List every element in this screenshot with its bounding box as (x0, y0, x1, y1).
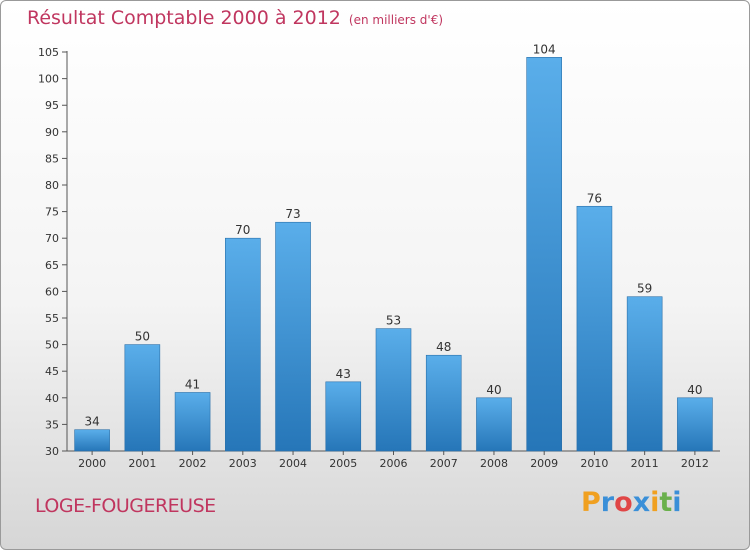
logo-letter: o (614, 487, 633, 518)
y-tick-label: 40 (45, 392, 59, 405)
bar (225, 237, 261, 452)
logo-letter: r (600, 487, 615, 518)
y-tick-label: 65 (45, 259, 59, 272)
data-label: 76 (587, 191, 602, 205)
y-tick-label: 45 (45, 365, 59, 378)
bar (476, 397, 512, 452)
logo-letter: x (632, 487, 651, 518)
data-label: 70 (235, 223, 250, 237)
y-tick-label: 35 (45, 418, 59, 431)
logo-letter: i (650, 487, 660, 518)
bar (677, 397, 713, 452)
x-tick-label: 2005 (329, 457, 357, 470)
y-tick-label: 95 (45, 99, 59, 112)
bar (576, 205, 613, 452)
bar (174, 392, 211, 452)
y-tick-label: 80 (45, 179, 59, 192)
x-tick-label: 2012 (681, 457, 709, 470)
y-tick-label: 50 (45, 339, 59, 352)
data-label: 48 (436, 340, 451, 354)
logo-letter: t (659, 487, 673, 518)
proxiti-logo: Proxiti (581, 487, 682, 518)
logo-letter: i (672, 487, 682, 518)
data-label: 40 (486, 383, 501, 397)
y-tick-label: 30 (45, 445, 59, 458)
x-tick-label: 2000 (78, 457, 106, 470)
y-tick-label: 100 (38, 73, 59, 86)
y-tick-label: 55 (45, 312, 59, 325)
logo-letter: P (581, 487, 601, 518)
x-tick-label: 2007 (430, 457, 458, 470)
y-tick-label: 60 (45, 285, 59, 298)
x-tick-label: 2004 (279, 457, 307, 470)
data-label: 43 (336, 367, 351, 381)
x-tick-label: 2001 (128, 457, 156, 470)
bar (275, 221, 311, 452)
bar (325, 381, 362, 452)
bar (74, 429, 110, 452)
bar (626, 296, 663, 452)
bar (425, 354, 462, 452)
data-label: 40 (687, 383, 702, 397)
commune-name: LOGE-FOUGEREUSE (35, 495, 216, 517)
chart-title: Résultat Comptable 2000 à 2012 (en millie… (27, 7, 443, 29)
bar (526, 57, 562, 452)
y-tick-label: 90 (45, 126, 59, 139)
x-tick-label: 2006 (380, 457, 408, 470)
data-label: 34 (84, 415, 99, 429)
y-tick-label: 105 (38, 46, 59, 59)
x-tick-label: 2008 (480, 457, 508, 470)
data-label: 50 (135, 330, 150, 344)
x-tick-label: 2003 (229, 457, 257, 470)
x-tick-label: 2011 (631, 457, 659, 470)
y-tick-label: 70 (45, 232, 59, 245)
bar (124, 344, 161, 452)
chart-subtitle: (en milliers d'€) (348, 13, 444, 27)
x-tick-label: 2009 (530, 457, 558, 470)
chart-title-text: Résultat Comptable 2000 à 2012 (27, 7, 341, 29)
y-tick-label: 85 (45, 152, 59, 165)
x-tick-label: 2010 (580, 457, 608, 470)
data-label: 104 (533, 42, 556, 56)
y-tick-label: 75 (45, 206, 59, 219)
data-label: 59 (637, 282, 652, 296)
data-label: 41 (185, 377, 200, 391)
data-label: 73 (285, 207, 300, 221)
bar (375, 328, 412, 452)
data-label: 53 (386, 314, 401, 328)
x-tick-label: 2002 (179, 457, 207, 470)
